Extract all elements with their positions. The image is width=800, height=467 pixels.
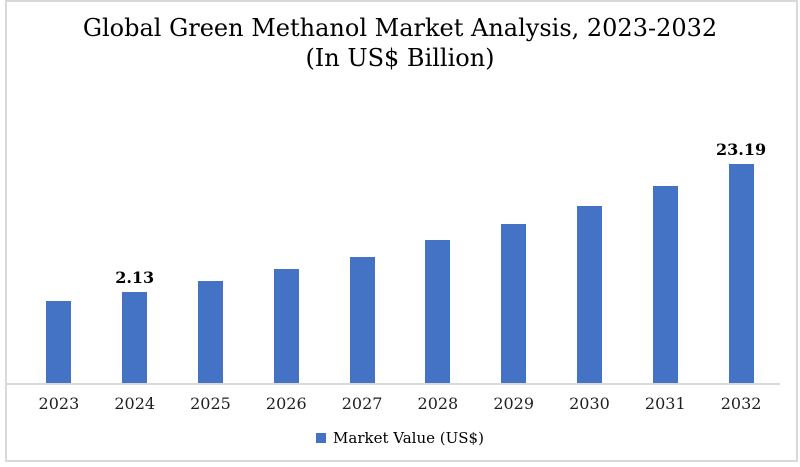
- plot-area: 2.13 23.19: [21, 98, 779, 383]
- chart-title-line2: (In US$ Billion): [305, 44, 495, 73]
- legend-label: Market Value (US$): [333, 429, 484, 447]
- bar-column: [21, 98, 97, 383]
- bar: [197, 281, 223, 383]
- bar-column: [627, 98, 703, 383]
- bar-column: [400, 98, 476, 383]
- bar-column: 2.13: [97, 98, 173, 383]
- bar: [728, 164, 754, 383]
- bar: [122, 292, 148, 383]
- bar-column: 23.19: [703, 98, 779, 383]
- x-tick-label: 2027: [341, 394, 383, 413]
- x-axis-labels: 2023 2024 2025 2026 2027 2028 2029 2030 2031 2032: [21, 394, 779, 413]
- bar-column: [324, 98, 400, 383]
- bar-value-label: 23.19: [716, 140, 767, 159]
- bar: [576, 206, 602, 383]
- bar: [501, 224, 527, 383]
- bar: [652, 186, 678, 383]
- legend-marker-icon: [316, 433, 327, 443]
- x-tick-label: 2025: [190, 394, 231, 413]
- x-tick-label: 2031: [644, 394, 686, 413]
- bar-column: [476, 98, 552, 383]
- legend: Market Value (US$): [0, 429, 800, 447]
- bar: [349, 257, 375, 383]
- bar: [425, 240, 451, 383]
- bar: [273, 269, 299, 383]
- x-tick-label: 2023: [38, 394, 80, 413]
- x-tick-label: 2032: [720, 394, 762, 413]
- x-tick-label: 2028: [417, 394, 459, 413]
- chart-frame: [5, 0, 798, 462]
- x-tick-label: 2024: [114, 394, 156, 413]
- bar-column: [552, 98, 628, 383]
- x-tick-label: 2030: [569, 394, 610, 413]
- chart-title-line1: Global Green Methanol Market Analysis, 2…: [82, 14, 718, 42]
- x-tick-label: 2029: [493, 394, 535, 413]
- bar-value-label: 2.13: [115, 268, 155, 287]
- bar: [46, 301, 72, 383]
- x-tick-label: 2026: [265, 394, 307, 413]
- bar-column: [248, 98, 324, 383]
- bar-column: [173, 98, 249, 383]
- chart-title: Global Green Methanol Market Analysis, 2…: [0, 13, 800, 74]
- x-axis-line: [7, 383, 780, 385]
